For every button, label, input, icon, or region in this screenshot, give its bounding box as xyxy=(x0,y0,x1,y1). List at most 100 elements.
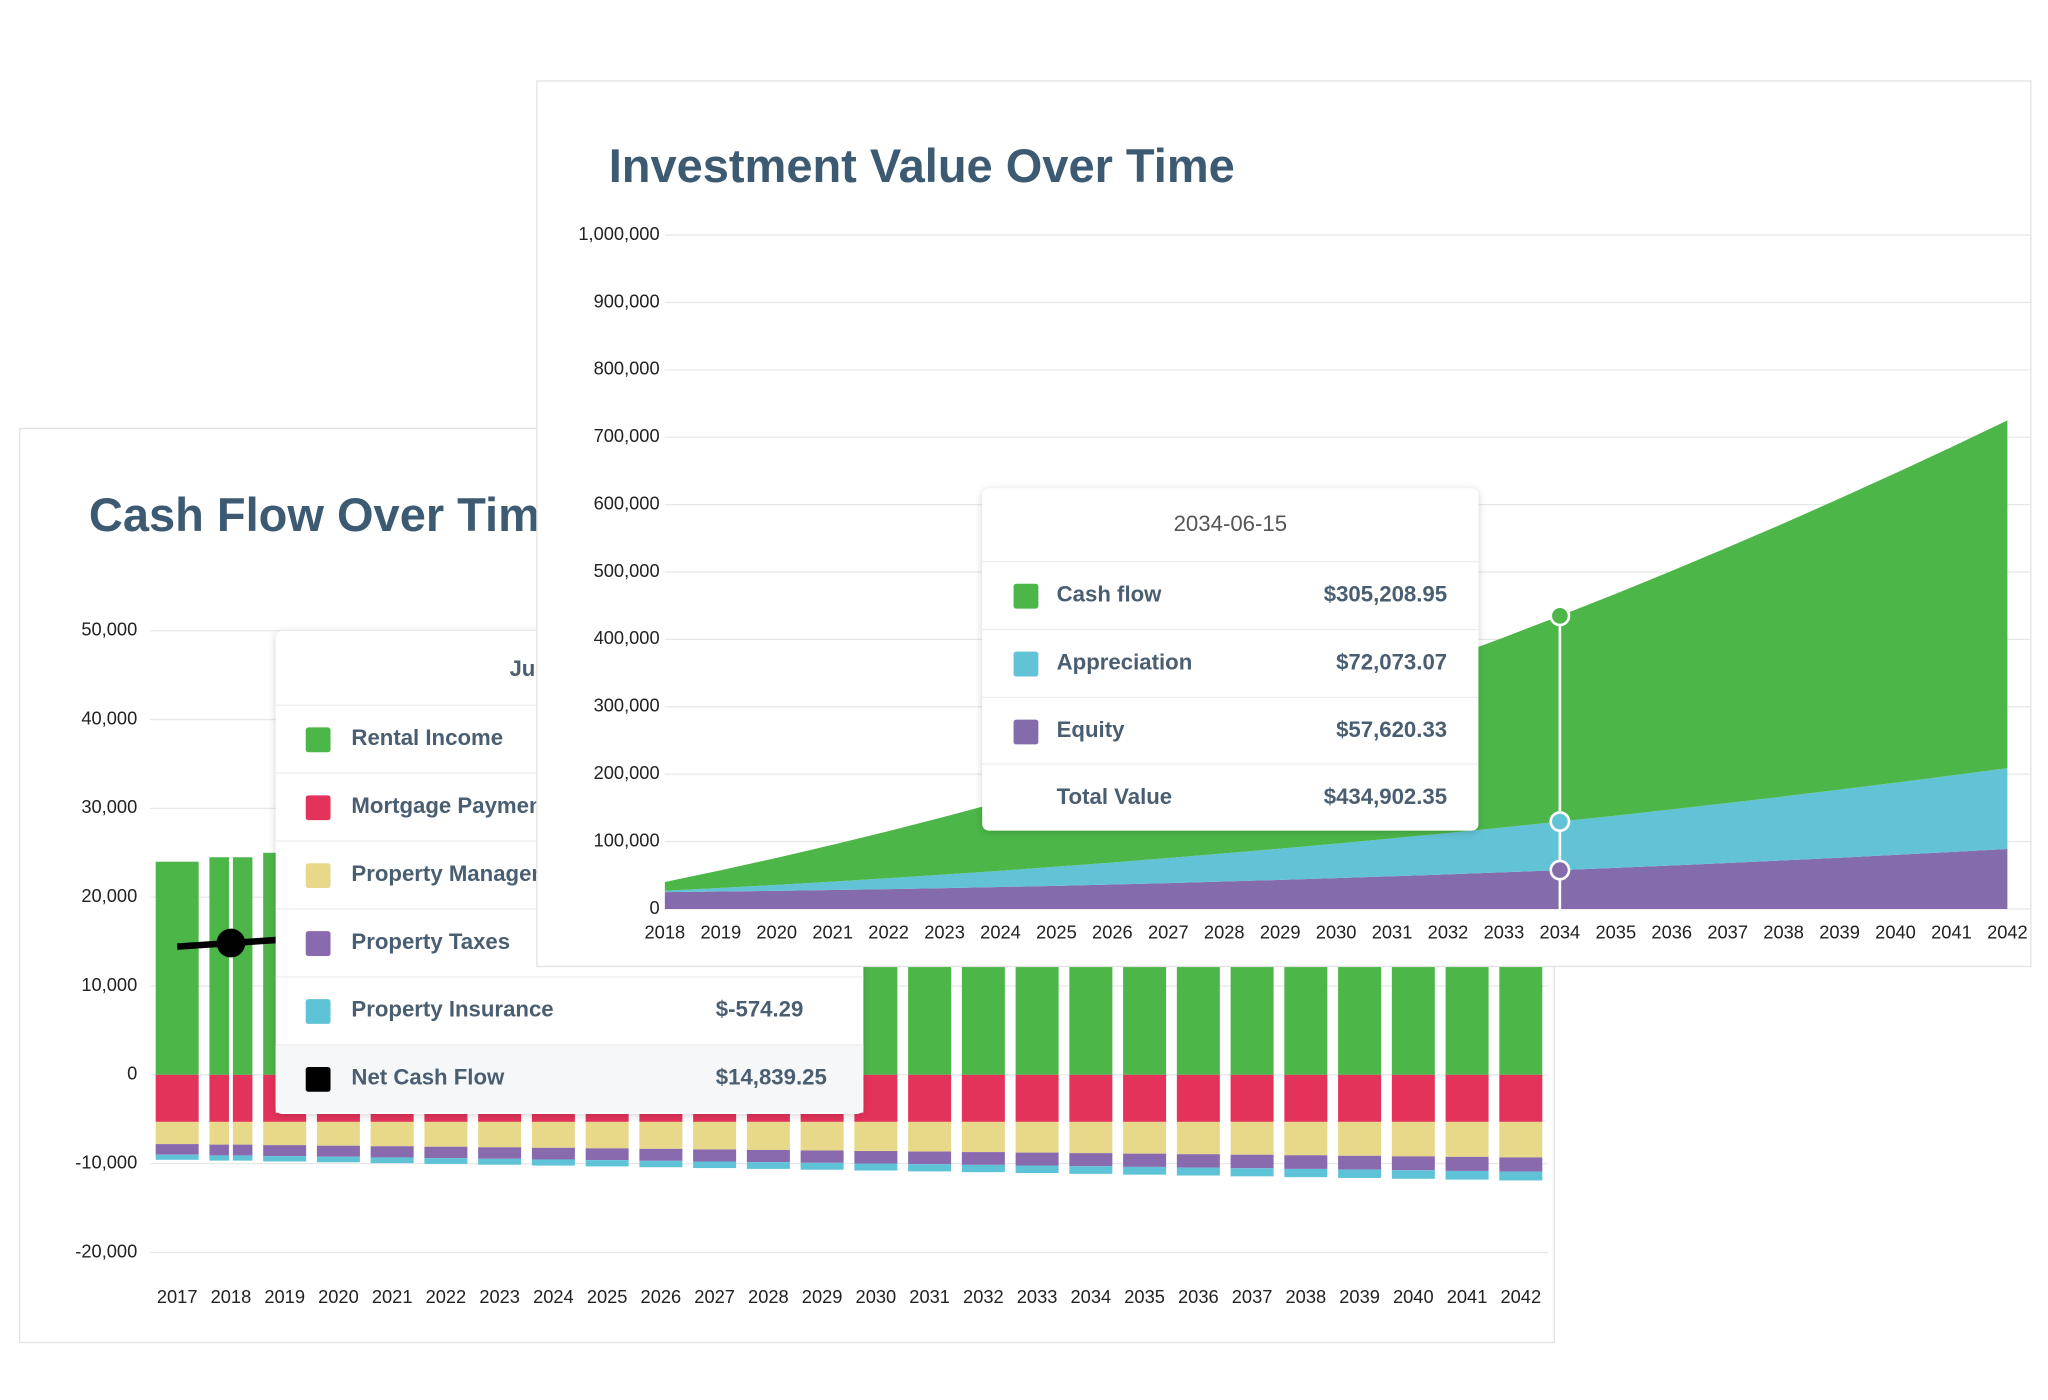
x-tick-label: 2020 xyxy=(756,922,797,943)
bar-segment xyxy=(1499,1171,1543,1181)
legend-swatch xyxy=(1013,651,1039,677)
x-tick-label: 2037 xyxy=(1707,922,1748,943)
bar-segment xyxy=(531,1159,575,1166)
bar-segment xyxy=(693,1149,737,1162)
bar-segment xyxy=(263,1156,307,1162)
bar-segment xyxy=(746,1162,790,1169)
bar-segment xyxy=(155,1154,199,1160)
x-tick-label: 2042 xyxy=(1987,922,2028,943)
bar-segment xyxy=(1338,1155,1382,1170)
tooltip-value: $72,073.07 xyxy=(1336,649,1447,674)
bar-segment xyxy=(370,1121,414,1147)
x-tick-label: 2021 xyxy=(372,1286,413,1307)
x-tick-label: 2018 xyxy=(211,1286,252,1307)
bar-segment xyxy=(1176,1074,1220,1122)
bar-segment xyxy=(908,1074,952,1122)
total-value: $434,902.35 xyxy=(1324,784,1447,809)
bar-segment xyxy=(961,1152,1005,1165)
y-tick-label: 10,000 xyxy=(81,974,137,995)
legend-swatch xyxy=(305,999,331,1024)
x-tick-label: 2020 xyxy=(318,1286,359,1307)
tooltip-value: $57,620.33 xyxy=(1336,717,1447,742)
x-tick-label: 2042 xyxy=(1501,1286,1542,1307)
x-tick-label: 2022 xyxy=(426,1286,467,1307)
bar-segment xyxy=(961,1121,1005,1153)
bar-segment xyxy=(800,1150,844,1163)
bar-segment xyxy=(1391,1074,1435,1122)
bar-segment xyxy=(1230,1121,1274,1155)
bar-segment xyxy=(1069,1166,1113,1174)
bar-segment xyxy=(531,1147,575,1160)
bar-segment xyxy=(370,1146,414,1158)
bar-segment xyxy=(1123,1121,1167,1154)
bar-segment xyxy=(1069,1153,1113,1167)
x-tick-label: 2018 xyxy=(645,922,686,943)
x-tick-label: 2021 xyxy=(812,922,853,943)
bar-segment xyxy=(155,1074,199,1122)
tooltip-title: 2034-06-15 xyxy=(1174,511,1288,536)
y-tick-label: 50,000 xyxy=(81,619,137,640)
x-tick-label: 2041 xyxy=(1447,1286,1488,1307)
legend-label: Appreciation xyxy=(1057,649,1193,674)
bar-segment xyxy=(1499,1074,1543,1122)
bar-segment xyxy=(1284,1074,1328,1122)
legend-label: Rental Income xyxy=(351,725,503,750)
bar-segment xyxy=(1015,1152,1059,1166)
y-tick-label: -10,000 xyxy=(75,1151,137,1172)
bar-segment xyxy=(316,1121,360,1146)
bar-segment xyxy=(854,1163,898,1171)
x-tick-label: 2037 xyxy=(1232,1286,1273,1307)
hover-point xyxy=(216,928,246,958)
bar-segment xyxy=(800,1121,844,1151)
bar-segment xyxy=(263,1145,307,1157)
bar-segment xyxy=(1015,1121,1059,1153)
x-tick-label: 2031 xyxy=(1372,922,1413,943)
bar-segment xyxy=(1391,1121,1435,1157)
bar-segment xyxy=(1338,1074,1382,1122)
y-tick-label: 300,000 xyxy=(594,695,660,716)
bar-segment xyxy=(746,1149,790,1163)
x-tick-label: 2035 xyxy=(1596,922,1637,943)
x-tick-label: 2038 xyxy=(1286,1286,1327,1307)
bar-segment xyxy=(908,1121,952,1152)
x-tick-label: 2022 xyxy=(868,922,909,943)
bar-segment xyxy=(1445,1074,1489,1122)
tooltip-background xyxy=(982,488,1479,831)
tooltip-value: $305,208.95 xyxy=(1324,581,1447,606)
bar-segment xyxy=(1176,1167,1220,1176)
y-tick-label: 800,000 xyxy=(594,358,660,379)
bar-segment xyxy=(1230,1074,1274,1122)
bar-segment xyxy=(263,1121,307,1146)
x-tick-label: 2019 xyxy=(264,1286,305,1307)
bar-segment xyxy=(424,1158,468,1164)
x-tick-label: 2040 xyxy=(1875,922,1916,943)
x-tick-label: 2038 xyxy=(1763,922,1804,943)
bar-segment xyxy=(1123,1153,1167,1167)
legend-label: Net Cash Flow xyxy=(351,1065,505,1090)
bar-segment xyxy=(1284,1121,1328,1156)
bar-segment xyxy=(585,1148,629,1161)
bar-segment xyxy=(908,1164,952,1172)
bar-segment xyxy=(1445,1121,1489,1157)
x-tick-label: 2024 xyxy=(533,1286,574,1307)
x-tick-label: 2027 xyxy=(1148,922,1189,943)
bar-segment xyxy=(1284,1155,1328,1169)
y-tick-label: 900,000 xyxy=(594,290,660,311)
x-tick-label: 2036 xyxy=(1651,922,1692,943)
bar-segment xyxy=(1391,1170,1435,1179)
y-tick-label: 400,000 xyxy=(594,627,660,648)
legend-swatch xyxy=(305,1066,331,1092)
bar-segment xyxy=(585,1121,629,1149)
bar-segment xyxy=(1176,1121,1220,1155)
chart-title: Cash Flow Over Time xyxy=(89,488,566,541)
y-tick-label: 30,000 xyxy=(81,796,137,817)
legend-swatch xyxy=(305,795,331,821)
area xyxy=(664,420,2008,891)
bar-segment xyxy=(155,861,199,1075)
x-tick-label: 2039 xyxy=(1339,1286,1380,1307)
legend-swatch xyxy=(1013,583,1039,609)
bar-segment xyxy=(854,1151,898,1164)
legend-label: Property Taxes xyxy=(351,929,510,954)
